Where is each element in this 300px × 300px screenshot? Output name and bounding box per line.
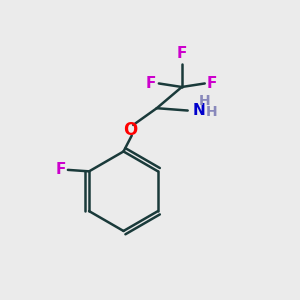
Text: F: F bbox=[177, 46, 187, 61]
Text: O: O bbox=[123, 121, 137, 139]
Text: N: N bbox=[193, 103, 206, 118]
Text: H: H bbox=[206, 105, 217, 119]
Text: F: F bbox=[146, 76, 157, 91]
Text: F: F bbox=[207, 76, 217, 91]
Text: H: H bbox=[198, 94, 210, 108]
Text: F: F bbox=[56, 162, 66, 177]
